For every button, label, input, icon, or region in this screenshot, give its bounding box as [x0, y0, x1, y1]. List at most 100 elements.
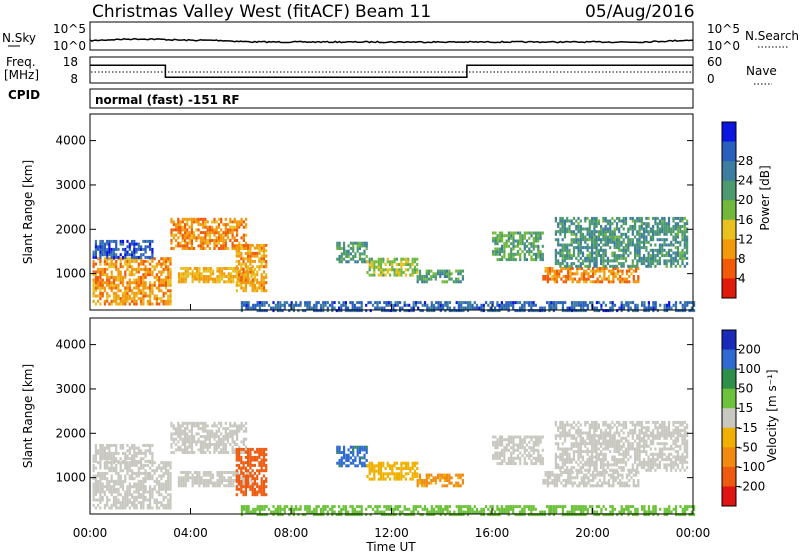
- velocity-echo-cell: [158, 501, 161, 505]
- power-echo-cell: [181, 228, 184, 232]
- power-echo-cell: [222, 241, 225, 245]
- power-colorbar-label: Power [dB]: [758, 165, 772, 230]
- velocity-echo-cell: [106, 451, 109, 455]
- velocity-echo-cell: [247, 485, 250, 489]
- velocity-echo-cell: [158, 485, 161, 489]
- power-echo-cell: [140, 278, 143, 282]
- power-echo-cell: [295, 303, 298, 307]
- velocity-echo-cell: [368, 464, 371, 468]
- velocity-echo-cell: [140, 449, 143, 453]
- power-echo-cell: [566, 219, 569, 223]
- power-echo-cell: [117, 283, 120, 287]
- power-echo-cell: [521, 306, 524, 310]
- power-echo-cell: [340, 306, 343, 310]
- power-echo-cell: [158, 302, 161, 306]
- velocity-echo-cell: [575, 444, 578, 448]
- velocity-echo-cell: [94, 506, 97, 510]
- velocity-echo-cell: [572, 442, 576, 446]
- velocity-echo-cell: [570, 466, 573, 470]
- power-echo-cell: [193, 220, 196, 224]
- power-echo-cell: [501, 250, 504, 254]
- power-echo-cell: [629, 216, 632, 220]
- velocity-echo-cell: [137, 501, 140, 505]
- velocity-echo-cell: [251, 485, 254, 489]
- power-echo-cell: [661, 248, 664, 252]
- velocity-echo-cell: [568, 455, 571, 459]
- power-echo-cell: [629, 264, 632, 268]
- power-echo-cell: [521, 239, 524, 243]
- power-echo-cell: [247, 243, 250, 247]
- power-echo-cell: [615, 238, 619, 242]
- power-echo-cell: [128, 262, 131, 266]
- power-echo-cell: [106, 299, 109, 303]
- power-echo-cell: [262, 257, 266, 261]
- velocity-echo-cell: [554, 463, 557, 467]
- power-echo-cell: [358, 257, 361, 261]
- power-echo-cell: [503, 303, 506, 307]
- power-echo-cell: [647, 303, 650, 307]
- power-echo-cell: [658, 248, 661, 252]
- power-echo-cell: [110, 299, 113, 303]
- velocity-echo-cell: [416, 481, 419, 485]
- velocity-echo-cell: [177, 432, 180, 436]
- velocity-echo-cell: [501, 451, 504, 455]
- power-echo-cell: [103, 253, 106, 257]
- power-echo-cell: [631, 309, 635, 313]
- power-echo-cell: [256, 278, 259, 282]
- power-echo-cell: [627, 227, 630, 231]
- velocity-echo-cell: [137, 495, 140, 499]
- power-echo-cell: [492, 239, 495, 243]
- power-echo-cell: [220, 236, 223, 240]
- velocity-echo-cell: [253, 479, 256, 483]
- velocity-echo-cell: [434, 479, 437, 482]
- power-echo-cell: [229, 272, 233, 276]
- power-echo-cell: [581, 238, 585, 242]
- power-echo-cell: [658, 256, 661, 260]
- power-echo-cell: [647, 224, 650, 228]
- power-echo-cell: [99, 283, 102, 287]
- velocity-echo-cell: [512, 438, 515, 442]
- power-echo-cell: [184, 275, 187, 278]
- power-echo-cell: [182, 272, 185, 276]
- velocity-echo-cell: [106, 459, 109, 463]
- power-echo-cell: [137, 247, 140, 251]
- velocity-echo-cell: [197, 437, 200, 441]
- power-echo-cell: [106, 247, 109, 251]
- power-echo-cell: [261, 309, 264, 313]
- power-echo-cell: [593, 232, 596, 236]
- power-echo-cell: [603, 272, 606, 276]
- power-echo-cell: [620, 262, 623, 266]
- power-echo-cell: [573, 272, 577, 276]
- velocity-echo-cell: [379, 477, 383, 481]
- velocity-echo-cell: [182, 484, 185, 488]
- velocity-echo-cell: [363, 448, 366, 452]
- power-echo-cell: [92, 253, 95, 257]
- power-echo-cell: [519, 242, 522, 246]
- velocity-echo-cell: [177, 481, 181, 485]
- velocity-echo-cell: [94, 449, 97, 453]
- velocity-echo-cell: [595, 447, 598, 451]
- velocity-echo-cell: [358, 448, 361, 452]
- velocity-echo-cell: [215, 435, 218, 439]
- power-echo-cell: [582, 303, 585, 307]
- power-echo-cell: [598, 280, 601, 284]
- power-echo-cell: [446, 303, 449, 307]
- power-echo-cell: [624, 219, 628, 223]
- velocity-echo-cell: [581, 463, 585, 467]
- power-echo-cell: [601, 269, 604, 273]
- power-echo-cell: [110, 302, 113, 306]
- velocity-echo-cell: [336, 445, 339, 449]
- velocity-echo-cell: [198, 473, 201, 477]
- power-echo-cell: [290, 303, 293, 307]
- power-echo-cell: [101, 253, 104, 257]
- power-echo-cell: [654, 259, 657, 263]
- power-echo-cell: [94, 250, 97, 254]
- velocity-echo-cell: [211, 429, 214, 433]
- power-echo-cell: [184, 236, 187, 240]
- velocity-echo-cell: [498, 462, 501, 466]
- velocity-echo-cell: [209, 471, 212, 474]
- power-echo-cell: [224, 217, 227, 221]
- velocity-echo-cell: [579, 452, 582, 456]
- velocity-echo-cell: [250, 479, 253, 482]
- velocity-echo-cell: [602, 420, 605, 424]
